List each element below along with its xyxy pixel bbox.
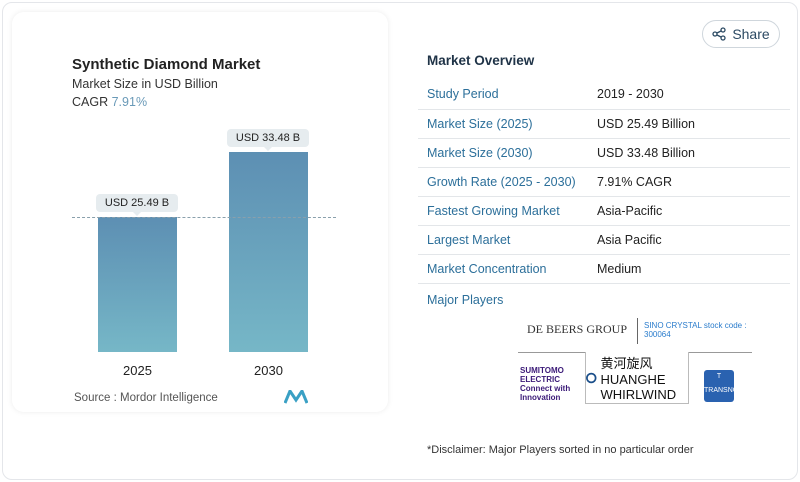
x-tick-label: 2025 — [123, 363, 152, 378]
logo-de-beers: DE BEERS GROUP — [526, 322, 627, 336]
row-value: Asia Pacific — [588, 225, 790, 255]
reference-line — [72, 217, 336, 218]
logo-huanghe: 黄河旋风 HUANGHE WHIRLWIND — [585, 352, 689, 404]
logo-sumitomo: SUMITOMO ELECTRIC Connect with Innovatio… — [520, 366, 571, 402]
overview-row: Largest Market Asia Pacific — [418, 225, 790, 255]
share-label: Share — [732, 26, 770, 42]
cagr-label: CAGR — [72, 95, 109, 109]
share-button[interactable]: Share — [702, 20, 780, 48]
row-value: USD 25.49 Billion — [588, 109, 790, 139]
overview-title: Market Overview — [427, 53, 535, 68]
logo-sino-crystal: SINO CRYSTAL stock code : 300064 — [644, 321, 747, 339]
chart-card — [12, 12, 388, 412]
overview-row: Fastest Growing Market Asia-Pacific — [418, 196, 790, 226]
row-key: Largest Market — [418, 225, 588, 255]
cagr: CAGR 7.91% — [72, 95, 147, 109]
row-key: Fastest Growing Market — [418, 196, 588, 226]
row-key: Market Concentration — [418, 254, 588, 284]
bar-2030 — [229, 152, 308, 352]
chart-subtitle: Market Size in USD Billion — [72, 77, 218, 91]
chart-title: Synthetic Diamond Market — [72, 56, 261, 73]
divider — [637, 318, 638, 344]
overview-table: Study Period 2019 - 2030 Market Size (2025… — [418, 80, 790, 284]
data-label: USD 33.48 B — [227, 129, 309, 151]
data-label: USD 25.49 B — [96, 194, 178, 217]
x-tick-label: 2030 — [254, 363, 283, 378]
bar-2025 — [98, 217, 177, 352]
mordor-logo-icon — [284, 390, 308, 404]
row-value: Asia-Pacific — [588, 196, 790, 226]
overview-row: Growth Rate (2025 - 2030) 7.91% CAGR — [418, 167, 790, 197]
logo-transng: T TRANSNG — [704, 370, 738, 402]
overview-row: Market Size (2030) USD 33.48 Billion — [418, 138, 790, 168]
row-key: Market Size (2030) — [418, 138, 588, 168]
player-logos: DE BEERS GROUP SINO CRYSTAL stock code :… — [518, 318, 754, 404]
cagr-value: 7.91% — [111, 95, 148, 109]
major-players-title: Major Players — [427, 293, 504, 307]
row-value: 2019 - 2030 — [588, 80, 790, 110]
row-key: Study Period — [418, 80, 588, 110]
disclaimer: *Disclaimer: Major Players sorted in no … — [427, 444, 694, 456]
row-value: USD 33.48 Billion — [588, 138, 790, 168]
row-value: 7.91% CAGR — [588, 167, 790, 197]
huanghe-icon — [586, 372, 597, 383]
row-value: Medium — [588, 254, 790, 284]
row-key: Market Size (2025) — [418, 109, 588, 139]
overview-row: Study Period 2019 - 2030 — [418, 80, 790, 110]
share-icon — [712, 27, 726, 41]
source: Source : Mordor Intelligence — [74, 392, 218, 404]
row-key: Growth Rate (2025 - 2030) — [418, 167, 588, 197]
overview-row: Market Concentration Medium — [418, 254, 790, 284]
overview-row: Market Size (2025) USD 25.49 Billion — [418, 109, 790, 139]
